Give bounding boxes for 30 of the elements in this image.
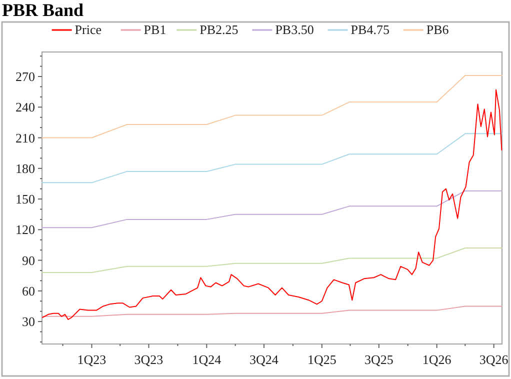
y-tick-label: 240 [16, 100, 35, 115]
line-series [42, 89, 502, 320]
x-tick-label: 1Q24 [192, 352, 222, 367]
line-series [42, 74, 502, 138]
x-tick-label: 3Q25 [364, 352, 394, 367]
x-tick-label: 1Q25 [307, 352, 336, 367]
y-tick-label: 60 [22, 283, 35, 298]
line-series [42, 248, 502, 274]
legend-label: PB6 [426, 22, 450, 37]
y-tick-label: 180 [16, 160, 35, 176]
legend-label: PB1 [144, 22, 166, 37]
x-tick-label: 3Q24 [250, 352, 279, 367]
x-tick-label: 1Q23 [77, 352, 106, 367]
line-series [42, 306, 502, 317]
y-tick-label: 30 [22, 314, 35, 330]
chart-title: PBR Band [2, 0, 84, 20]
y-tick-label: 270 [16, 69, 35, 84]
y-tick-label: 150 [16, 192, 35, 207]
y-tick-label: 90 [22, 252, 35, 268]
y-tick-label: 120 [16, 222, 35, 238]
y-tick-label: 210 [16, 130, 35, 146]
x-tick-label: 3Q26 [479, 352, 509, 367]
line-series [42, 133, 502, 184]
legend-label: PB4.75 [350, 22, 390, 37]
x-tick-label: 1Q26 [422, 352, 452, 367]
line-series [42, 190, 502, 228]
legend-label: PB3.50 [275, 22, 314, 37]
x-tick-label: 3Q23 [134, 352, 164, 367]
legend-label: PB2.25 [200, 22, 238, 37]
legend-label: Price [74, 22, 102, 37]
